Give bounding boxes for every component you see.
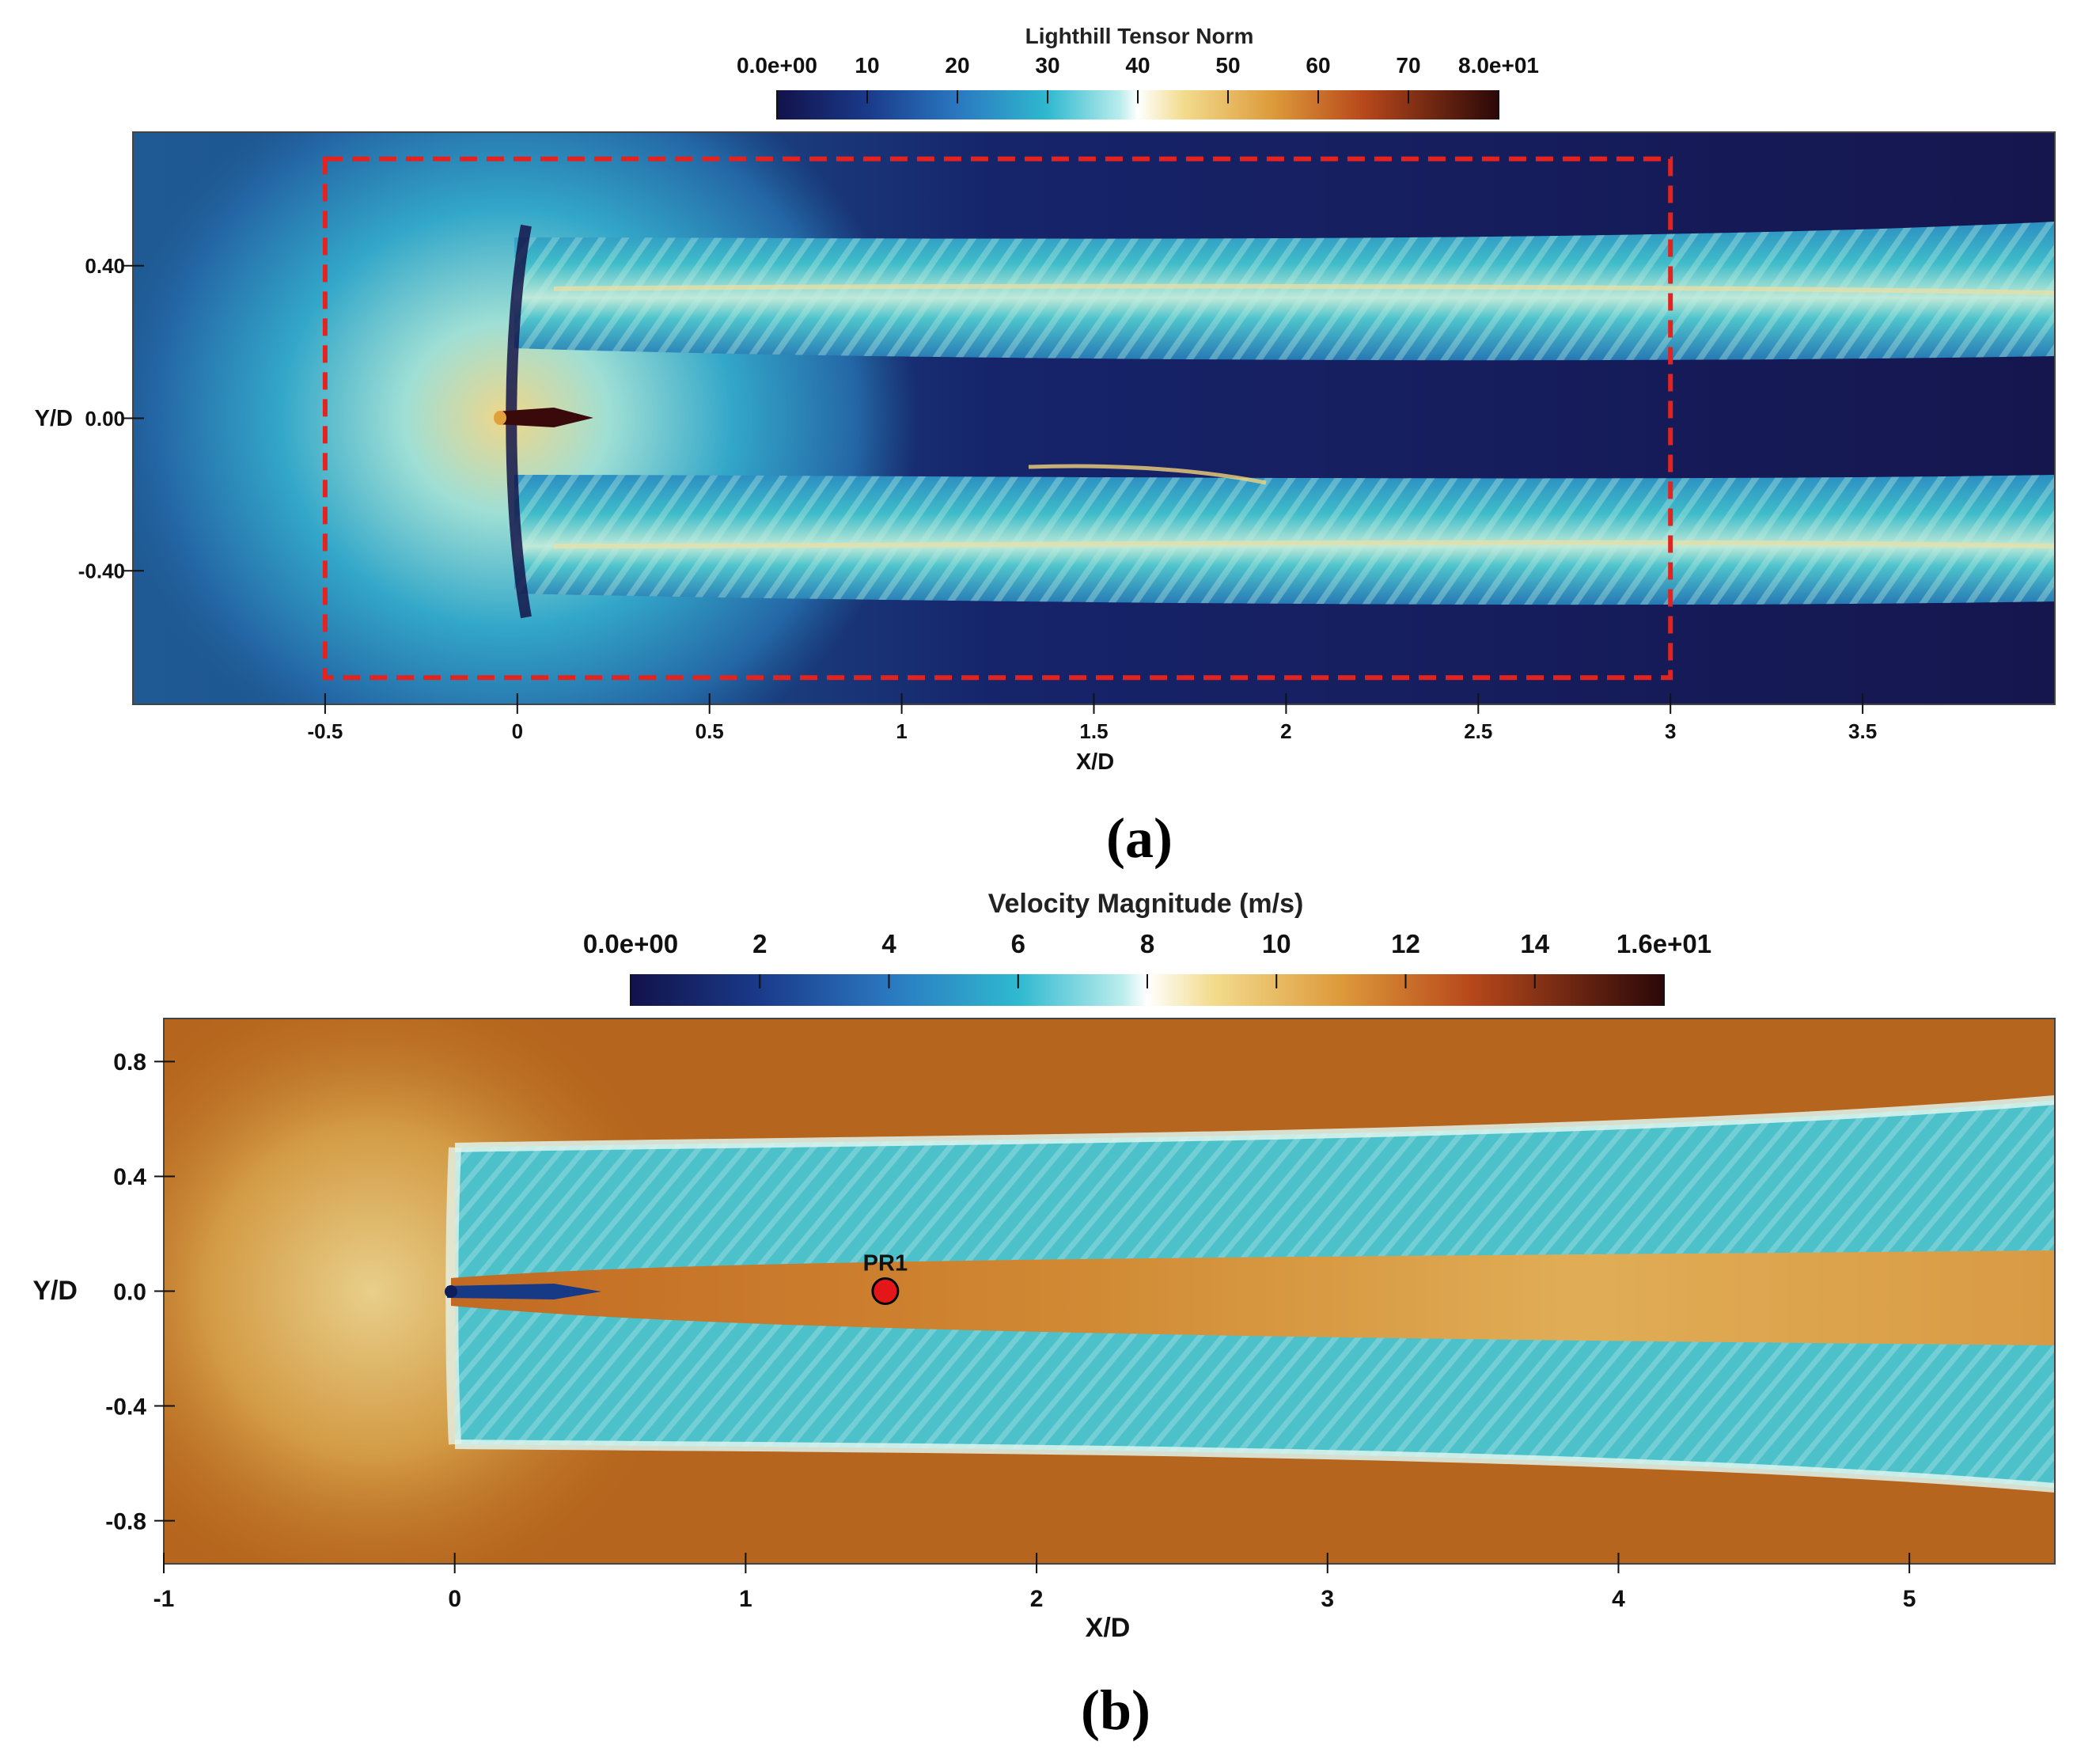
x-tick-label: 0	[512, 719, 523, 743]
y-tick-label: -0.40	[78, 560, 125, 583]
x-tick-label: 3.5	[1848, 719, 1877, 743]
x-tick-label: 2.5	[1464, 719, 1492, 743]
ylabel-b: Y/D	[32, 1276, 78, 1306]
probe-marker	[871, 1277, 900, 1305]
colorbar-tick-label: 12	[1391, 929, 1420, 958]
colorbar-tick-label: 8	[1140, 929, 1154, 958]
xlabel-b: X/D	[1086, 1613, 1131, 1643]
colorbar-tick-label: 70	[1396, 53, 1420, 78]
colorbar-tick-label: 10	[855, 53, 879, 78]
colorbar-tick-label: 1.6e+01	[1616, 929, 1711, 958]
x-tick-label: 0	[448, 1586, 461, 1612]
x-tick-label: 1.5	[1079, 719, 1108, 743]
xlabel-a: X/D	[1076, 749, 1114, 775]
y-tick-label: 0.4	[113, 1164, 146, 1190]
y-tick-label: -0.8	[105, 1508, 146, 1534]
y-tick-label: 0.00	[85, 407, 125, 431]
x-tick-label: 4	[1612, 1586, 1625, 1612]
x-tick-label: 0.5	[695, 719, 724, 743]
panel-a: Lighthill Tensor Norm 0.0e+00 10 20 30 40 50 6…	[35, 24, 2056, 870]
x-tick-label: -0.5	[307, 719, 343, 743]
y-tick-label: 0.40	[85, 254, 125, 278]
colorbar-tick-label: 60	[1306, 53, 1330, 78]
x-tick-label: 2	[1030, 1586, 1044, 1612]
colorbar-a-ticks: 0.0e+00 10 20 30 40 50 60 70 8.0e+01	[737, 53, 1539, 119]
colorbar-tick-label: 6	[1011, 929, 1025, 958]
probe-label: PR1	[863, 1251, 908, 1277]
y-tick-label: -0.4	[105, 1394, 146, 1420]
x-tick-label: 3	[1665, 719, 1676, 743]
axes-b: -1 0 1 2 3 4 5 0.8 0.4 0.0 -0.4 -0.8	[105, 1018, 2056, 1612]
colorbar-tick-label: 30	[1035, 53, 1059, 78]
field-a	[133, 132, 2055, 704]
colorbar-b-ticks: 0.0e+00 2 4 6 8 10 12 14 1.6e+01	[583, 929, 1711, 1006]
colorbar-b-title: Velocity Magnitude (m/s)	[988, 889, 1304, 919]
axes-a: -0.5 0 0.5 1 1.5 2 2.5 3 3.5 0.40 0.00 -0.40	[78, 131, 2056, 743]
x-tick-label: 5	[1903, 1586, 1916, 1612]
colorbar-tick-label: 14	[1520, 929, 1549, 958]
dashed-region-box	[322, 156, 1673, 681]
ylabel-a: Y/D	[35, 406, 73, 431]
colorbar-tick-label: 0.0e+00	[583, 929, 678, 958]
x-tick-label: 1	[896, 719, 907, 743]
colorbar-tick-label: 0.0e+00	[737, 53, 817, 78]
colorbar-tick-label: 8.0e+01	[1458, 53, 1539, 78]
x-tick-label: 1	[739, 1586, 752, 1612]
colorbar-tick-label: 4	[881, 929, 896, 958]
colorbar-tick-label: 10	[1262, 929, 1291, 958]
colorbar-tick-label: 40	[1125, 53, 1150, 78]
colorbar-tick-label: 50	[1215, 53, 1240, 78]
colorbar-tick-label: 20	[945, 53, 969, 78]
y-tick-label: 0.0	[113, 1279, 146, 1305]
x-tick-label: 2	[1280, 719, 1291, 743]
panel-label-a: (a)	[1106, 806, 1173, 870]
x-tick-label: -1	[154, 1586, 175, 1612]
panel-b: Velocity Magnitude (m/s) 0.0e+00 2 4 6 8 10 12…	[32, 889, 2056, 1742]
field-b	[164, 1019, 2055, 1564]
y-tick-label: 0.8	[113, 1049, 146, 1075]
panel-label-b: (b)	[1081, 1679, 1150, 1742]
colorbar-tick-label: 2	[752, 929, 767, 958]
probe-pr1: PR1	[863, 1251, 908, 1305]
x-tick-label: 3	[1321, 1586, 1334, 1612]
colorbar-a-title: Lighthill Tensor Norm	[1025, 24, 1254, 48]
